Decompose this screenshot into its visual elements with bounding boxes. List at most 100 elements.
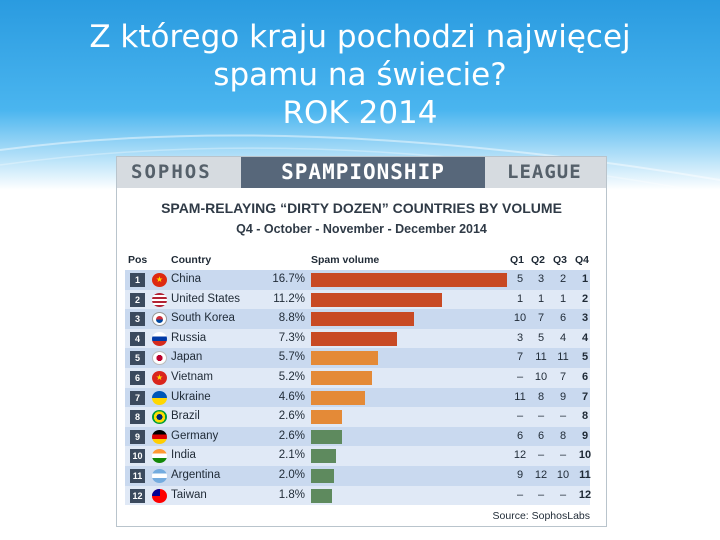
- japan-flag-icon: [152, 351, 167, 366]
- spam-volume-bar: [311, 370, 372, 385]
- q3-rank: 2: [559, 273, 567, 285]
- country-label: Vietnam: [171, 370, 213, 383]
- percent-label: 2.1%: [278, 449, 305, 462]
- table-row: 2 United States 11.2% 1 1 1 2: [125, 289, 590, 310]
- position-badge: 11: [130, 468, 145, 483]
- table-row: 6 ★ Vietnam 5.2% –10 7 6: [125, 367, 590, 388]
- q1-rank: 11: [514, 390, 526, 403]
- spam-volume-bar: [311, 468, 334, 483]
- q4-rank: 8: [581, 410, 589, 423]
- q3-rank: 1: [559, 292, 567, 305]
- vietnam-flag-icon: ★: [152, 370, 167, 385]
- slide-title-line-3: ROK 2014: [282, 95, 438, 131]
- country-label: Japan: [171, 351, 203, 364]
- header-pos: Pos: [128, 254, 148, 266]
- q2-rank: 3: [537, 273, 545, 285]
- spam-volume-bar: [311, 312, 414, 327]
- q3-rank: 9: [559, 390, 567, 403]
- header-q2: Q2: [531, 254, 546, 266]
- germany-flag-icon: [152, 429, 167, 444]
- q1-rank: 1: [516, 292, 524, 305]
- table-row: 7 Ukraine 4.6% 11 8 9 7: [125, 387, 590, 408]
- header-q1: Q1: [510, 254, 525, 266]
- argentina-flag-icon: [152, 468, 167, 483]
- percent-label: 2.6%: [278, 429, 305, 442]
- q4-rank: 3: [581, 312, 589, 325]
- header-spam-volume: Spam volume: [311, 254, 380, 266]
- q3-rank: 4: [559, 331, 567, 344]
- spam-volume-bar: [311, 410, 342, 425]
- usa-flag-icon: [152, 292, 167, 307]
- country-label: United States: [171, 292, 241, 305]
- spam-volume-bar: [311, 488, 332, 503]
- header-country: Country: [171, 254, 212, 266]
- position-badge: 8: [130, 410, 145, 425]
- percent-label: 5.7%: [278, 351, 305, 364]
- percent-label: 7.3%: [278, 331, 305, 344]
- slide-title-line-2: spamu na świecie?: [213, 57, 507, 93]
- position-badge: 2: [130, 292, 145, 307]
- spam-volume-bar: [311, 351, 378, 366]
- q4-rank: 6: [581, 370, 589, 383]
- country-label: Argentina: [171, 468, 221, 481]
- position-badge: 6: [130, 370, 145, 385]
- percent-label: 11.2%: [273, 292, 305, 305]
- country-label: South Korea: [171, 312, 235, 325]
- south-korea-flag-icon: [152, 312, 167, 327]
- table-row: 12 Taiwan 1.8% – – –12: [125, 485, 591, 506]
- q4-rank: 9: [581, 429, 589, 442]
- taiwan-flag-icon: [152, 488, 167, 503]
- percent-label: 5.2%: [278, 370, 305, 383]
- spam-volume-bar: [311, 390, 365, 405]
- q2-rank: –: [537, 488, 545, 501]
- table-row: 4 Russia 7.3% 3 5 4 4: [125, 328, 590, 349]
- country-label: China: [171, 273, 202, 285]
- q1-rank: 5: [516, 273, 524, 285]
- table-row: 8 Brazil 2.6% – – –8: [125, 407, 590, 427]
- table-row: 9 Germany 2.6% 6 6 8 9: [125, 426, 590, 447]
- percent-label: 8.8%: [278, 312, 305, 325]
- position-badge: 5: [130, 351, 145, 366]
- q1-rank: 9: [516, 468, 524, 481]
- q2-rank: 6: [537, 429, 545, 442]
- country-label: Brazil: [171, 410, 200, 423]
- spam-volume-bar: [311, 273, 507, 287]
- percent-label: 2.0%: [278, 468, 305, 481]
- q4-rank: 12: [578, 488, 592, 501]
- q2-rank: –: [537, 449, 545, 462]
- q3-rank: –: [559, 410, 567, 423]
- q4-rank: 11: [579, 468, 591, 481]
- q1-rank: 12: [513, 449, 527, 462]
- position-badge: 10: [130, 449, 145, 464]
- ukraine-flag-icon: [152, 390, 167, 405]
- country-label: Ukraine: [171, 390, 211, 403]
- table-row: 11 Argentina 2.0% 9 12 10 11: [125, 465, 591, 486]
- q4-rank: 7: [581, 390, 589, 403]
- position-badge: 3: [130, 312, 145, 327]
- q1-rank: –: [516, 488, 524, 501]
- position-badge: 4: [130, 331, 145, 346]
- q2-rank: 8: [537, 390, 545, 403]
- percent-label: 16.7%: [272, 273, 305, 285]
- q3-rank: 6: [559, 312, 567, 325]
- q1-rank: 3: [516, 331, 524, 344]
- chart-title: SPAM-RELAYING “DIRTY DOZEN” COUNTRIES BY…: [161, 200, 562, 216]
- spam-volume-bar: [311, 331, 397, 346]
- q1-rank: 10: [513, 312, 527, 325]
- india-flag-icon: [152, 449, 167, 464]
- china-flag-icon: ★: [152, 273, 167, 287]
- position-badge: 7: [130, 390, 145, 405]
- spam-volume-bar: [311, 292, 442, 307]
- brazil-flag-icon: [152, 410, 167, 425]
- position-badge: 12: [130, 488, 145, 503]
- chart-rows: 1 ★ China 16.7% 5 3 2 1 2 United States 11.2% 1 1 1 2 3…: [125, 270, 591, 506]
- q4-rank: 5: [581, 351, 589, 364]
- banner-spampionship: SPAMPIONSHIP: [241, 157, 485, 188]
- table-row: 10 India 2.1% 12– –10: [125, 446, 591, 466]
- percent-label: 4.6%: [278, 390, 305, 403]
- q1-rank: 7: [516, 351, 524, 364]
- table-row: 1 ★ China 16.7% 5 3 2 1: [125, 270, 590, 290]
- header-q3: Q3: [553, 254, 568, 266]
- q4-rank: 1: [581, 273, 589, 285]
- position-badge: 1: [130, 273, 145, 287]
